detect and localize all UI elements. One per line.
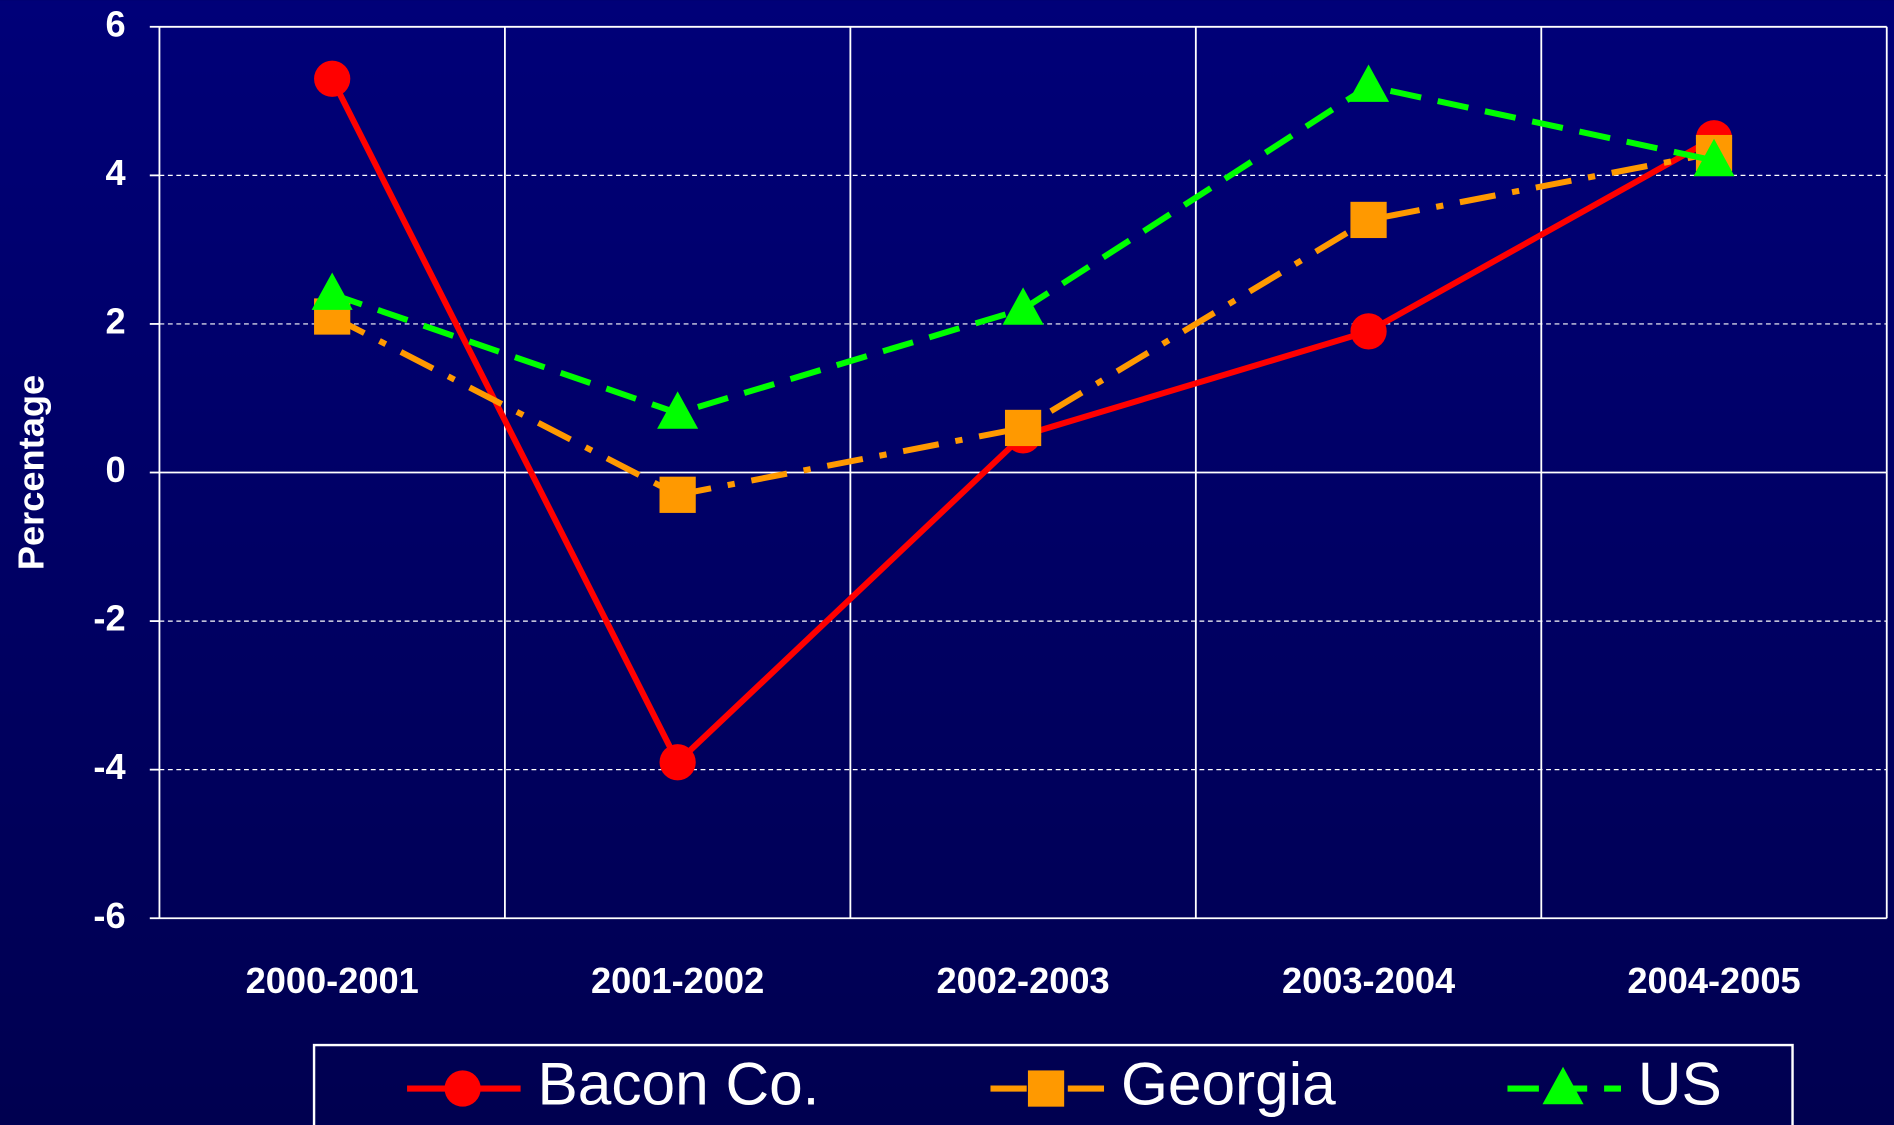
y-tick-label: 0 — [105, 449, 125, 490]
x-tick-label: 2000-2001 — [246, 960, 419, 1001]
y-tick-label: -4 — [93, 746, 125, 787]
legend-marker — [1027, 1070, 1065, 1107]
marker — [1350, 201, 1387, 239]
y-tick-label: 6 — [105, 3, 125, 44]
y-tick-label: 2 — [105, 301, 125, 342]
y-tick-label: -6 — [93, 895, 125, 936]
marker — [659, 476, 696, 513]
marker — [1002, 287, 1044, 325]
marker — [657, 391, 699, 429]
marker — [659, 744, 696, 781]
marker — [1348, 64, 1390, 102]
marker — [314, 60, 351, 97]
legend-label: Bacon Co. — [538, 1049, 820, 1117]
x-tick-label: 2001-2002 — [591, 960, 764, 1001]
y-axis-label: Percentage — [10, 375, 51, 570]
legend-label: US — [1638, 1049, 1722, 1117]
marker — [1350, 313, 1387, 350]
marker — [311, 272, 353, 310]
marker — [1004, 409, 1042, 447]
legend-label: Georgia — [1121, 1049, 1336, 1117]
x-tick-label: 2003-2004 — [1282, 960, 1455, 1001]
x-tick-label: 2002-2003 — [936, 960, 1109, 1001]
y-tick-label: 4 — [105, 152, 125, 193]
legend-box — [312, 1043, 1794, 1125]
series-line — [330, 150, 1715, 498]
legend-marker — [1542, 1066, 1584, 1105]
x-tick-label: 2004-2005 — [1627, 960, 1800, 1001]
y-tick-label: -2 — [93, 598, 125, 639]
legend-marker — [444, 1070, 481, 1107]
marker — [1693, 138, 1735, 177]
